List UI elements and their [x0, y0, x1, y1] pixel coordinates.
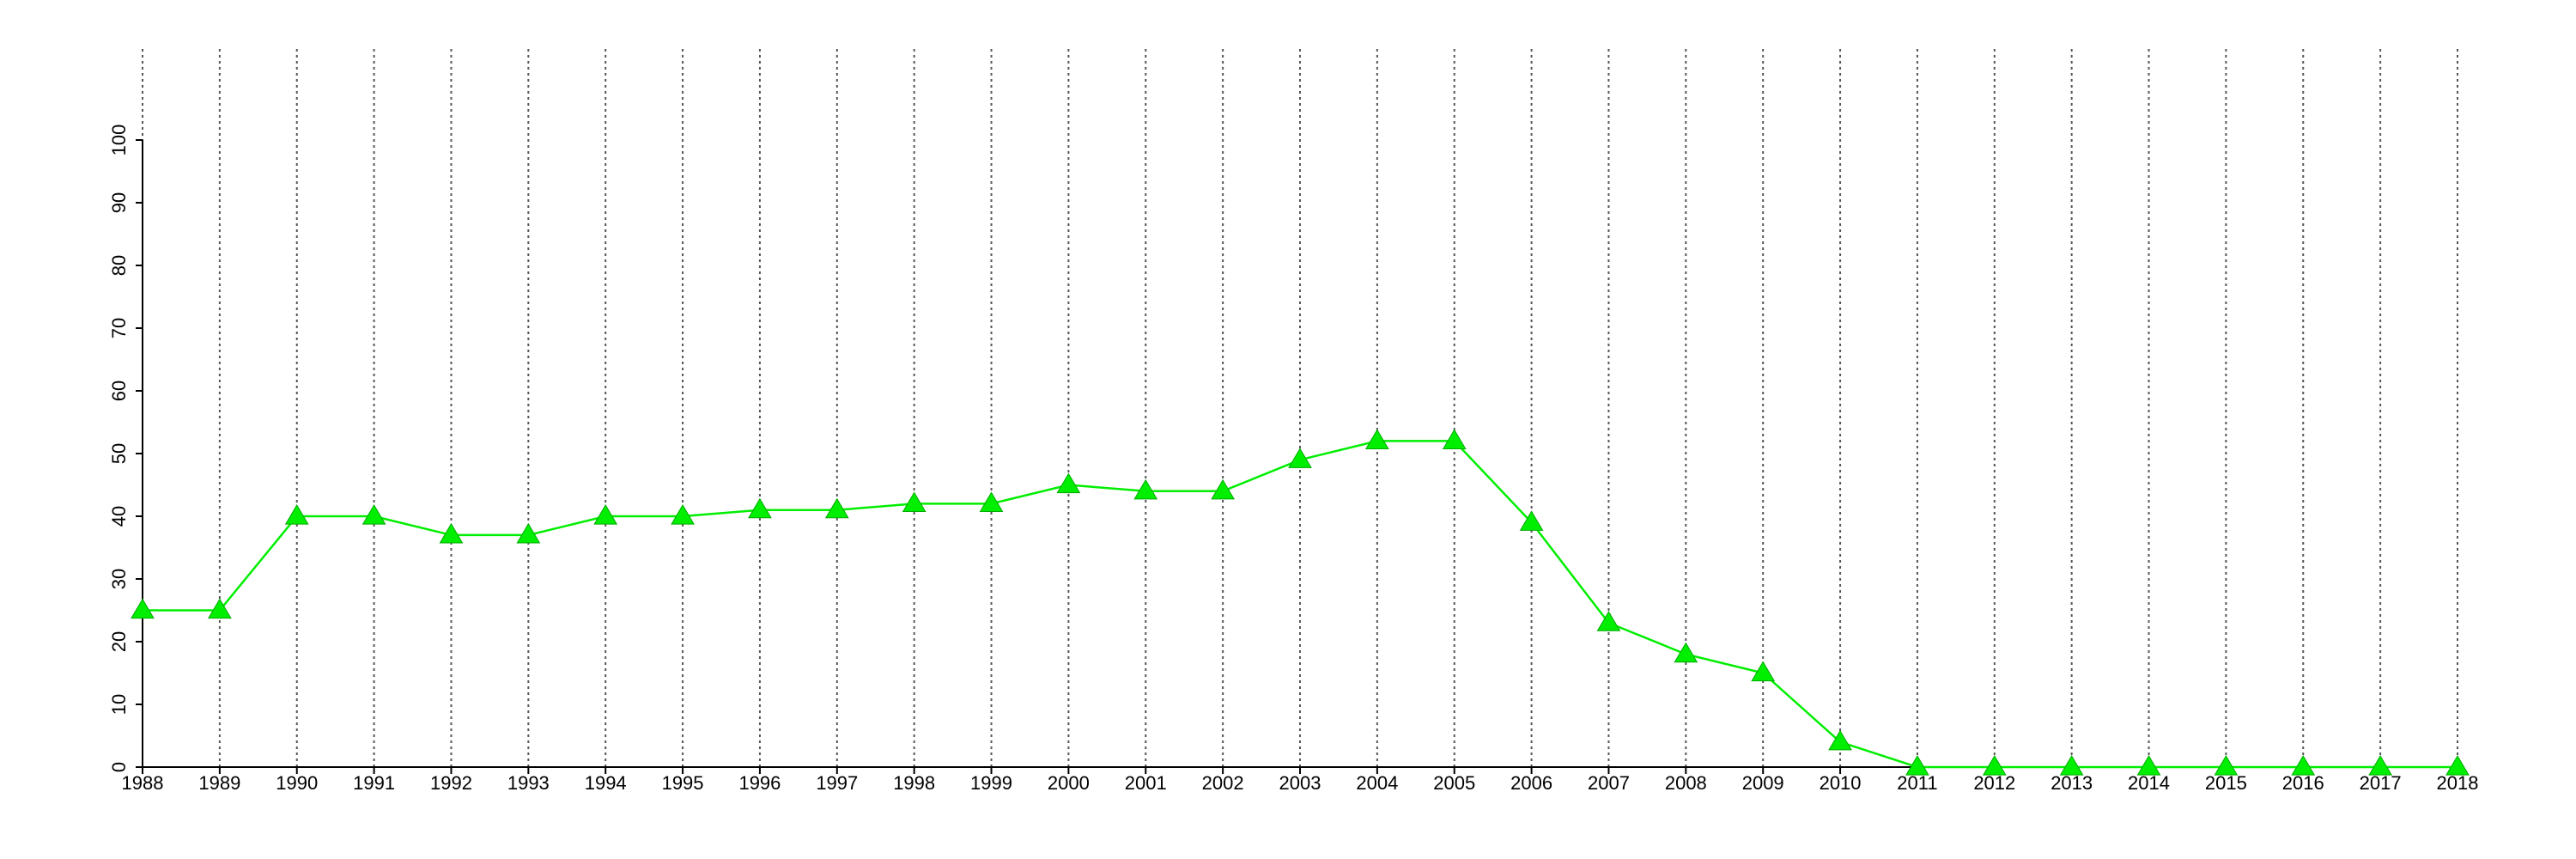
data-marker — [2445, 755, 2470, 776]
data-marker — [284, 504, 309, 525]
data-marker — [1519, 510, 1544, 531]
data-marker — [1674, 642, 1698, 663]
data-marker — [671, 504, 695, 525]
y-tick-label: 100 — [108, 125, 130, 156]
data-marker — [824, 497, 849, 519]
x-tick-label: 1988 — [122, 772, 164, 794]
x-tick-label: 2014 — [2128, 772, 2170, 794]
y-tick-label: 70 — [108, 318, 130, 338]
data-marker — [2368, 755, 2393, 776]
y-tick-label: 60 — [108, 381, 130, 401]
data-marker — [1364, 429, 1389, 449]
x-tick-label: 2000 — [1048, 772, 1090, 794]
x-tick-label: 2008 — [1665, 772, 1707, 794]
x-tick-label: 2009 — [1742, 772, 1784, 794]
data-marker — [2136, 755, 2161, 776]
data-marker — [516, 522, 541, 544]
x-tick-label: 2004 — [1356, 772, 1398, 794]
data-marker — [979, 491, 1004, 512]
y-tick-label: 90 — [108, 192, 130, 213]
data-marker — [593, 504, 618, 525]
x-tick-label: 2002 — [1202, 772, 1244, 794]
data-marker — [439, 522, 464, 544]
data-marker — [361, 504, 386, 525]
data-marker — [2214, 755, 2239, 776]
data-marker — [1442, 429, 1467, 449]
x-tick-label: 2001 — [1125, 772, 1167, 794]
x-tick-label: 1989 — [198, 772, 240, 794]
y-tick-label: 30 — [108, 569, 130, 589]
x-tick-label: 2010 — [1820, 772, 1862, 794]
x-tick-label: 1990 — [276, 772, 318, 794]
data-marker — [1288, 448, 1312, 468]
y-tick-label: 40 — [108, 506, 130, 527]
data-marker — [1905, 755, 1929, 776]
x-tick-label: 1994 — [585, 772, 627, 794]
data-marker — [131, 598, 155, 619]
data-marker — [1056, 472, 1081, 494]
data-marker — [1751, 661, 1776, 682]
y-tick-label: 0 — [108, 762, 130, 772]
data-marker — [2059, 755, 2084, 776]
x-tick-label: 1992 — [430, 772, 472, 794]
data-marker — [1211, 478, 1236, 500]
x-tick-label: 1993 — [507, 772, 550, 794]
x-tick-label: 2016 — [2282, 772, 2324, 794]
data-marker — [1596, 611, 1621, 631]
data-marker — [902, 491, 927, 512]
x-tick-label: 1996 — [738, 772, 781, 794]
y-tick-label: 50 — [108, 443, 130, 464]
x-tick-label: 1998 — [893, 772, 935, 794]
data-marker — [1133, 478, 1158, 500]
x-tick-label: 2012 — [1973, 772, 2015, 794]
y-tick-label: 20 — [108, 631, 130, 652]
x-tick-label: 2011 — [1897, 772, 1937, 794]
x-tick-label: 2017 — [2360, 772, 2402, 794]
x-tick-label: 2015 — [2205, 772, 2247, 794]
x-tick-label: 1995 — [662, 772, 704, 794]
y-tick-label: 10 — [108, 694, 130, 715]
x-tick-label: 2018 — [2437, 772, 2479, 794]
x-tick-label: 2003 — [1279, 772, 1321, 794]
data-marker — [1828, 729, 1852, 751]
x-tick-label: 1997 — [816, 772, 858, 794]
x-tick-label: 2007 — [1588, 772, 1630, 794]
x-tick-label: 2013 — [2050, 772, 2093, 794]
y-tick-label: 80 — [108, 255, 130, 276]
data-marker — [748, 497, 772, 519]
x-tick-label: 2005 — [1433, 772, 1475, 794]
data-marker — [1982, 755, 2007, 776]
data-marker — [207, 598, 232, 619]
x-tick-label: 2006 — [1510, 772, 1552, 794]
data-marker — [2291, 755, 2316, 776]
x-tick-label: 1999 — [970, 772, 1012, 794]
x-tick-label: 1991 — [353, 772, 395, 794]
